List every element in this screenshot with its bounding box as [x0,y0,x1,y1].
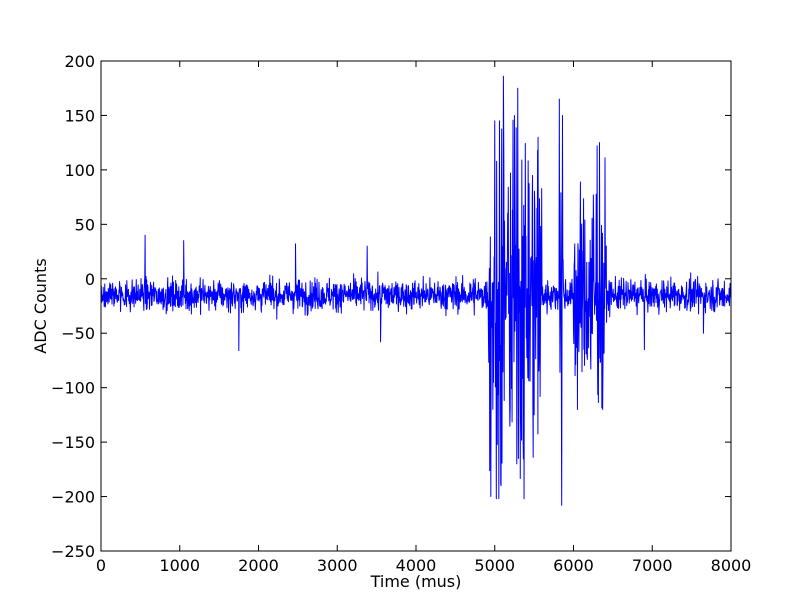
y-tick-label: 0 [85,270,95,289]
y-tick-label: −250 [51,542,95,561]
x-axis: 0 1000 2000 3000 4000 5000 6000 7000 8000 [96,61,751,575]
plot-area-background [101,61,731,551]
y-tick-label: 150 [64,106,95,125]
series-layer [101,75,731,506]
x-tick-label: 5000 [474,556,515,575]
x-tick-label: 3000 [317,556,358,575]
x-tick-label: 6000 [553,556,594,575]
y-tick-label: 100 [64,161,95,180]
x-tick-label: 7000 [632,556,673,575]
y-tick-label: −200 [51,488,95,507]
y-axis-label: ADC Counts [31,258,50,353]
y-tick-label: −100 [51,379,95,398]
x-tick-label: 8000 [711,556,752,575]
y-tick-label: 200 [64,52,95,71]
x-tick-label: 1000 [159,556,200,575]
x-tick-label: 4000 [396,556,437,575]
y-tick-label: −150 [51,433,95,452]
x-axis-label: Time (mus) [370,572,462,591]
x-tick-label: 2000 [238,556,279,575]
y-tick-label: −50 [61,324,95,343]
series-line [101,75,731,506]
y-tick-label: 50 [75,215,95,234]
x-tick-label: 0 [96,556,106,575]
y-axis: −250 −200 −150 −100 −50 0 50 100 150 200 [51,52,731,561]
